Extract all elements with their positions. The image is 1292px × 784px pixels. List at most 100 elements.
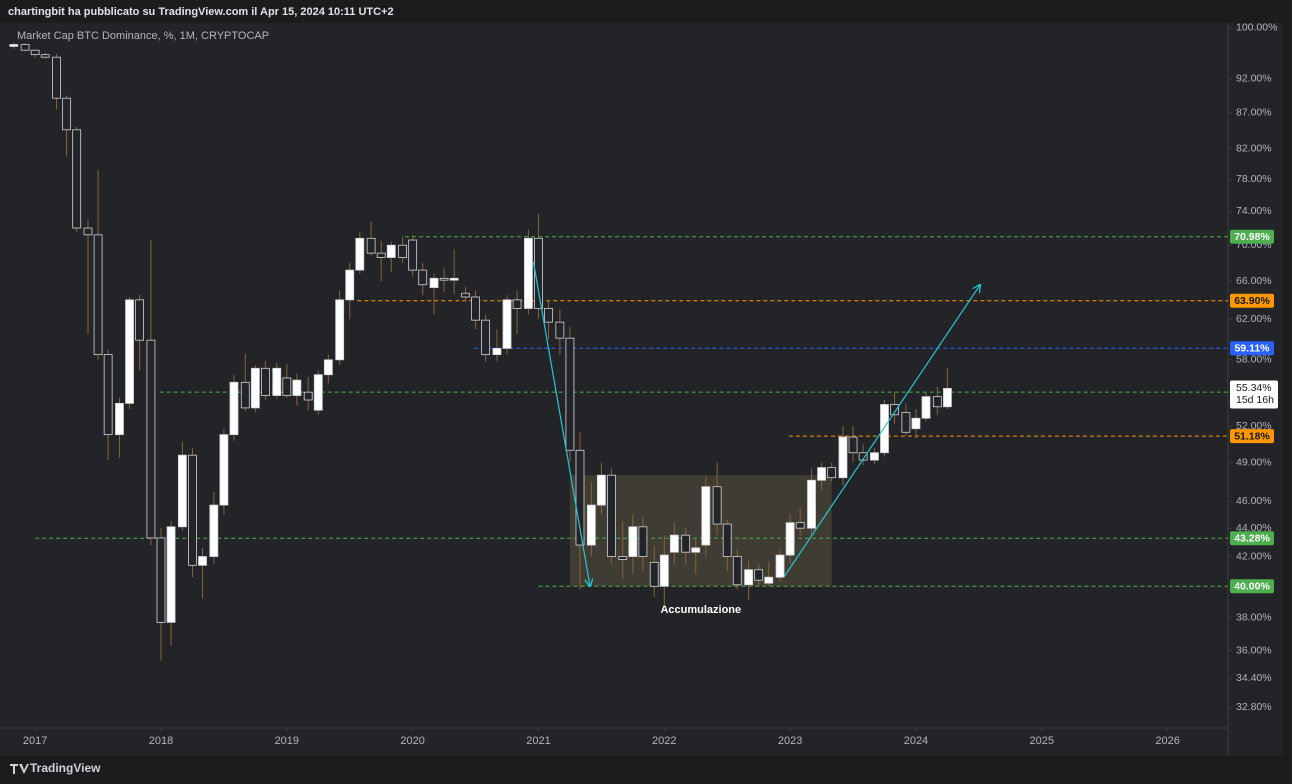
y-tick-label: 36.00% bbox=[1236, 644, 1272, 656]
candle-body bbox=[691, 547, 701, 553]
candle-body bbox=[83, 227, 93, 236]
level-label: 51.18% bbox=[1234, 430, 1270, 442]
y-tick-label: 82.00% bbox=[1236, 143, 1272, 155]
candle bbox=[943, 368, 952, 410]
y-tick-label: 46.00% bbox=[1236, 495, 1272, 507]
candle-body bbox=[313, 374, 323, 411]
candle-body bbox=[166, 526, 176, 623]
candle bbox=[72, 126, 82, 233]
x-tick-label: 2020 bbox=[400, 735, 424, 747]
candle-body bbox=[72, 129, 82, 229]
candle bbox=[461, 286, 470, 302]
candle-body bbox=[219, 434, 229, 506]
candle bbox=[292, 373, 302, 406]
candle-body bbox=[272, 367, 282, 396]
candle bbox=[398, 236, 407, 263]
candle bbox=[775, 549, 785, 582]
candle-body bbox=[335, 299, 345, 361]
candle bbox=[901, 403, 911, 436]
x-tick-label: 2019 bbox=[275, 735, 299, 747]
candle-body bbox=[439, 277, 449, 281]
brand: TradingView bbox=[30, 761, 101, 775]
candle bbox=[125, 296, 134, 410]
candle-body bbox=[638, 526, 648, 557]
candle-body bbox=[807, 479, 816, 529]
x-tick-label: 2022 bbox=[652, 735, 676, 747]
candle bbox=[712, 462, 722, 536]
level-label-bg bbox=[1230, 429, 1274, 444]
candle-body bbox=[40, 54, 50, 58]
candle-body bbox=[732, 556, 742, 586]
candle bbox=[209, 491, 219, 564]
level-label-bg bbox=[1230, 293, 1274, 308]
candle bbox=[649, 545, 659, 598]
candle bbox=[103, 349, 113, 461]
candle bbox=[638, 517, 648, 572]
candle bbox=[9, 42, 19, 49]
candle bbox=[827, 462, 837, 482]
countdown: 15d 16h bbox=[1236, 394, 1274, 406]
chart-title: Market Cap BTC Dominance, %, 1M, CRYPTOC… bbox=[17, 30, 269, 42]
candle-body bbox=[9, 44, 19, 47]
candle bbox=[20, 43, 30, 51]
candle bbox=[93, 169, 103, 360]
candle-body bbox=[20, 44, 30, 51]
candle-body bbox=[848, 436, 858, 454]
candle bbox=[544, 299, 553, 340]
candle-body bbox=[575, 449, 585, 546]
candle-body bbox=[303, 391, 313, 401]
candle bbox=[838, 426, 848, 486]
x-tick-label: 2018 bbox=[149, 735, 173, 747]
candle-body bbox=[481, 319, 491, 355]
candle bbox=[911, 409, 921, 439]
candle bbox=[534, 213, 543, 320]
candle bbox=[481, 314, 491, 362]
candle-body bbox=[366, 237, 376, 254]
candle-body bbox=[502, 299, 512, 349]
candle bbox=[439, 267, 449, 293]
candle-body bbox=[52, 56, 61, 99]
candle bbox=[323, 354, 333, 384]
candle bbox=[492, 329, 502, 361]
candle-body bbox=[30, 49, 40, 56]
candle-body bbox=[103, 354, 113, 436]
candle bbox=[795, 507, 805, 536]
candle bbox=[575, 432, 585, 590]
chart-panel bbox=[0, 23, 1282, 756]
candle-body bbox=[229, 381, 239, 436]
candle bbox=[449, 249, 459, 295]
y-tick-label: 66.00% bbox=[1236, 275, 1272, 287]
candle bbox=[732, 549, 742, 590]
candle bbox=[817, 462, 826, 491]
candle-body bbox=[764, 576, 774, 584]
candle bbox=[188, 447, 197, 578]
candle-body bbox=[785, 522, 795, 556]
level-label: 43.28% bbox=[1234, 533, 1270, 545]
candle bbox=[135, 295, 145, 371]
candle-body bbox=[376, 252, 386, 258]
y-tick-label: 32.80% bbox=[1236, 701, 1272, 713]
candle-body bbox=[754, 569, 764, 581]
candle-body bbox=[722, 523, 732, 557]
candle bbox=[146, 240, 156, 546]
candle bbox=[62, 95, 72, 157]
level-label: 63.90% bbox=[1234, 295, 1270, 307]
candle bbox=[40, 52, 50, 59]
candle-body bbox=[429, 277, 439, 288]
candle bbox=[115, 397, 124, 458]
candle-body bbox=[618, 556, 628, 560]
candle bbox=[376, 240, 386, 282]
y-tick-label: 34.40% bbox=[1236, 672, 1272, 684]
candle bbox=[471, 290, 480, 330]
y-tick-label: 100.00% bbox=[1236, 22, 1277, 34]
candle bbox=[524, 229, 533, 315]
candle-body bbox=[146, 339, 156, 539]
candle-body bbox=[827, 467, 837, 479]
candle bbox=[335, 290, 345, 366]
y-tick-label: 62.00% bbox=[1236, 313, 1272, 325]
candle bbox=[764, 562, 774, 587]
candle bbox=[512, 290, 522, 335]
candle bbox=[669, 522, 679, 564]
trend-arrow bbox=[532, 261, 590, 586]
candle-body bbox=[135, 299, 145, 341]
